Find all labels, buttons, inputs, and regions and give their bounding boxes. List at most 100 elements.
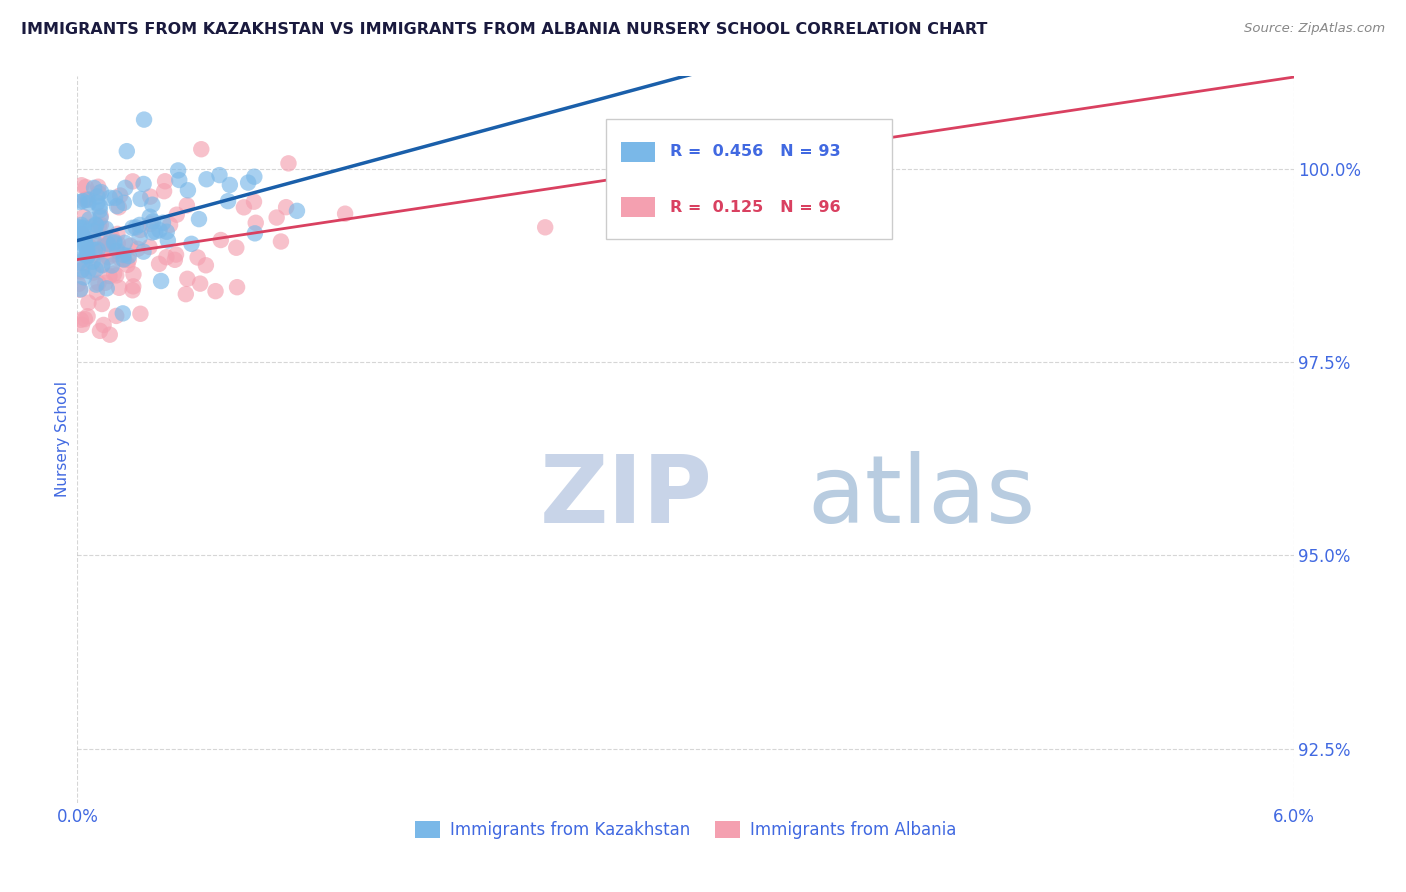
Point [107, 236, 129, 251]
Point [163, 252, 186, 267]
Point [103, 236, 125, 251]
Point [86, 285, 108, 300]
Point [128, 218, 150, 232]
Point [76, 310, 98, 324]
Point [80, 220, 103, 235]
Point [195, 172, 218, 186]
Point [155, 250, 177, 264]
FancyBboxPatch shape [621, 197, 655, 217]
Point [104, 191, 127, 205]
Point [91, 258, 114, 272]
Point [266, 211, 288, 225]
Point [153, 184, 176, 198]
Point [72, 221, 94, 235]
Point [73, 231, 96, 245]
Point [174, 287, 197, 301]
Point [70, 218, 93, 232]
Point [118, 253, 141, 268]
Point [69, 194, 91, 209]
Point [112, 248, 135, 262]
Point [86, 189, 108, 203]
Point [148, 223, 170, 237]
FancyBboxPatch shape [606, 120, 893, 239]
Text: atlas: atlas [807, 451, 1035, 543]
Point [73, 230, 96, 244]
Point [75, 249, 97, 263]
Point [118, 249, 141, 263]
Point [76, 249, 98, 263]
Point [129, 223, 152, 237]
Point [141, 197, 163, 211]
Point [111, 306, 134, 320]
Point [86, 243, 108, 257]
Point [97, 250, 120, 264]
Point [73, 236, 96, 251]
Point [107, 227, 129, 241]
Point [90, 209, 112, 223]
Point [138, 240, 160, 254]
Point [73, 210, 96, 224]
Point [70, 262, 93, 277]
Point [75, 180, 97, 194]
Point [167, 163, 190, 178]
Point [153, 174, 176, 188]
Point [132, 112, 155, 127]
Point [534, 220, 557, 235]
Point [132, 244, 155, 259]
Point [187, 251, 209, 265]
Point [127, 242, 149, 256]
Point [83, 224, 105, 238]
Point [108, 281, 131, 295]
Point [67, 277, 90, 292]
Point [83, 243, 105, 257]
Point [83, 181, 105, 195]
Point [103, 247, 125, 261]
Point [180, 236, 202, 251]
Point [79, 251, 101, 265]
Point [139, 210, 162, 224]
Point [94, 222, 117, 236]
Point [148, 257, 170, 271]
Point [75, 238, 97, 252]
Point [69, 282, 91, 296]
Point [103, 267, 125, 281]
Point [125, 220, 148, 235]
Y-axis label: Nursery School: Nursery School [55, 381, 70, 498]
Point [121, 220, 143, 235]
Text: R =  0.456   N = 93: R = 0.456 N = 93 [669, 145, 841, 160]
Point [72, 194, 94, 208]
Point [76, 249, 98, 263]
Point [108, 200, 131, 214]
Point [128, 230, 150, 244]
Point [94, 276, 117, 290]
Point [141, 226, 163, 240]
Point [285, 203, 308, 218]
Point [93, 318, 115, 332]
Point [90, 218, 112, 232]
Point [150, 274, 173, 288]
Point [69, 244, 91, 259]
Point [190, 142, 212, 156]
Point [121, 174, 143, 188]
Point [117, 258, 139, 272]
Point [77, 193, 100, 207]
Point [87, 276, 110, 290]
Point [93, 240, 115, 254]
Point [204, 284, 226, 298]
Point [208, 168, 231, 182]
Point [176, 198, 198, 212]
Point [156, 234, 179, 248]
Text: IMMIGRANTS FROM KAZAKHSTAN VS IMMIGRANTS FROM ALBANIA NURSERY SCHOOL CORRELATION: IMMIGRANTS FROM KAZAKHSTAN VS IMMIGRANTS… [21, 22, 987, 37]
Point [91, 258, 114, 272]
Point [129, 192, 152, 206]
Point [70, 220, 93, 235]
Point [69, 224, 91, 238]
Point [66, 220, 89, 235]
Point [73, 270, 96, 285]
Point [90, 185, 112, 199]
Text: ZIP: ZIP [540, 451, 713, 543]
Point [73, 312, 96, 326]
Point [225, 241, 247, 255]
Point [84, 262, 107, 277]
Point [87, 219, 110, 233]
